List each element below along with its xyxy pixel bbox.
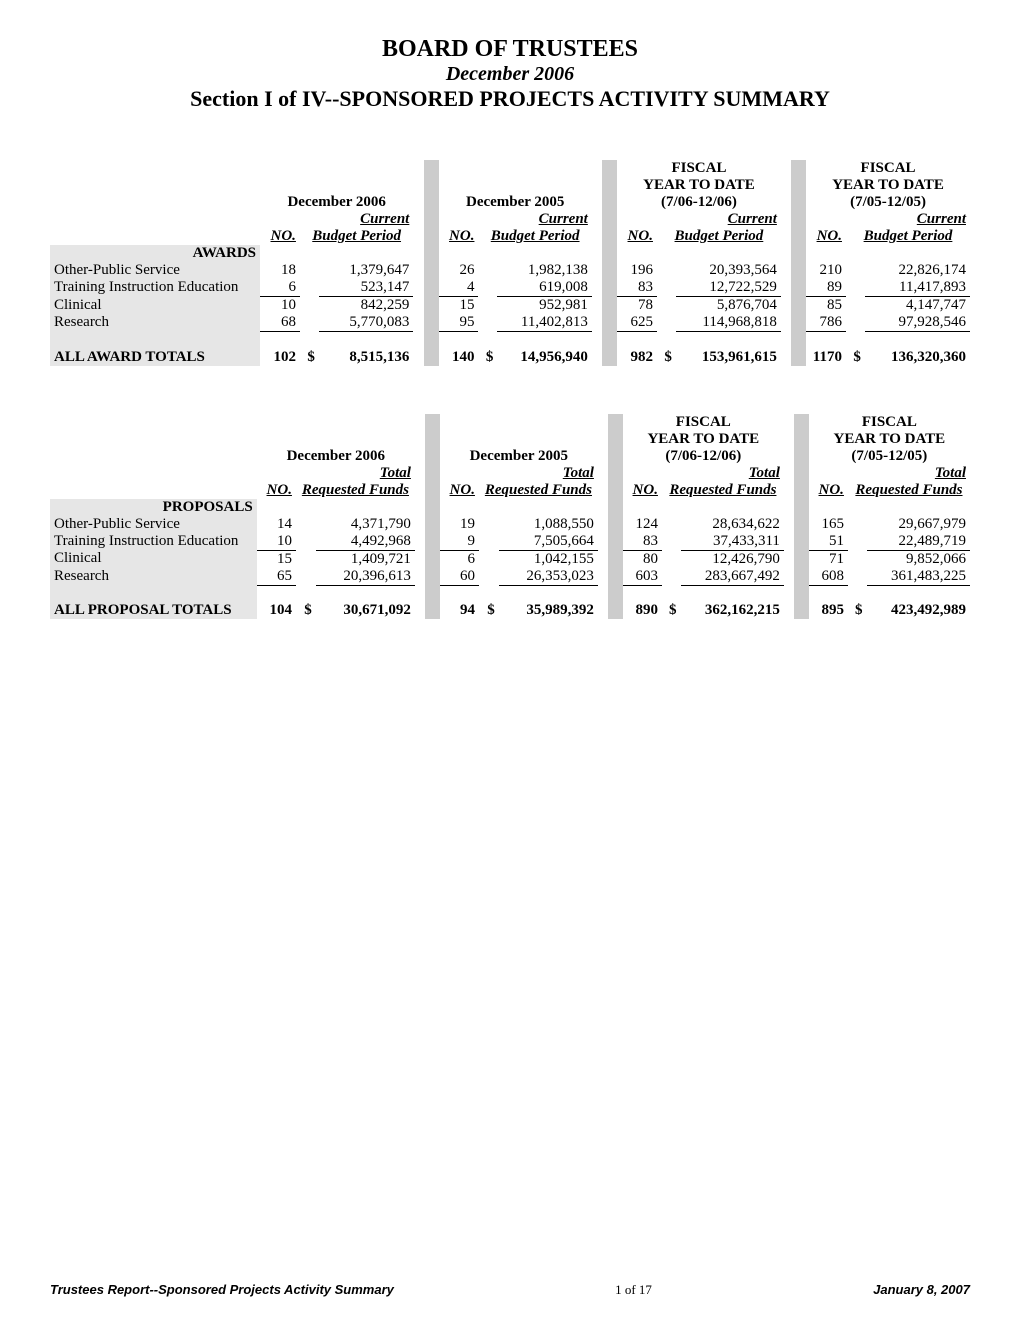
awards-total-label: ALL AWARD TOTALS (50, 349, 260, 366)
sublabel-4: Current (806, 211, 970, 228)
ytd-label-4: YEAR TO DATE (806, 177, 970, 194)
no-hdr-4: NO. (806, 228, 846, 245)
proposals-total-row: ALL PROPOSAL TOTALS 104 $ 30,671,092 94 … (50, 602, 970, 619)
period-2: December 2005 (439, 194, 592, 211)
table-row: Clinical 151,409,721 61,042,155 8012,426… (50, 550, 970, 568)
proposals-super-header-2: YEAR TO DATE YEAR TO DATE (50, 431, 970, 448)
sublabel-2: Current (439, 211, 592, 228)
title-line-2: December 2006 (50, 63, 970, 86)
row-label: Training Instruction Education (50, 279, 260, 297)
page: BOARD OF TRUSTEES December 2006 Section … (0, 0, 1020, 619)
row-label: Other-Public Service (50, 262, 260, 279)
footer-center: 1 of 17 (615, 1282, 652, 1298)
table-row: Clinical 10842,259 15952,981 785,876,704… (50, 297, 970, 315)
proposals-table: FISCAL FISCAL YEAR TO DATE YEAR TO DATE … (50, 414, 970, 620)
proposals-period-row: December 2006 December 2005 (7/06-12/06)… (50, 448, 970, 465)
period-3: (7/06-12/06) (617, 194, 781, 211)
awards-table: FISCAL FISCAL YEAR TO DATE YEAR TO DATE … (50, 160, 970, 366)
awards-section-label: AWARDS (50, 245, 260, 262)
footer-right: January 8, 2007 (873, 1282, 970, 1298)
title-line-3: Section I of IV--SPONSORED PROJECTS ACTI… (50, 86, 970, 112)
awards-colheader-row: NO. Budget Period NO. Budget Period NO. … (50, 228, 970, 245)
row-label: Clinical (50, 297, 260, 315)
footer-left: Trustees Report--Sponsored Projects Acti… (50, 1282, 394, 1298)
table-row: Other-Public Service 144,371,790 191,088… (50, 516, 970, 533)
proposals-total-label: ALL PROPOSAL TOTALS (50, 602, 257, 619)
proposals-super-header-1: FISCAL FISCAL (50, 414, 970, 431)
period-4: (7/05-12/05) (806, 194, 970, 211)
fiscal-label-3: FISCAL (617, 160, 781, 177)
amt-hdr-2: Budget Period (478, 228, 591, 245)
awards-super-header-2: YEAR TO DATE YEAR TO DATE (50, 177, 970, 194)
sublabel-3: Current (617, 211, 781, 228)
sublabel-1: Current (260, 211, 413, 228)
proposals-section-row: PROPOSALS (50, 499, 970, 516)
awards-period-row: December 2006 December 2005 (7/06-12/06)… (50, 194, 970, 211)
awards-section-row: AWARDS (50, 245, 970, 262)
amt-hdr-1: Budget Period (300, 228, 413, 245)
awards-super-header-1: FISCAL FISCAL (50, 160, 970, 177)
amt-hdr-4: Budget Period (846, 228, 970, 245)
title-block: BOARD OF TRUSTEES December 2006 Section … (50, 36, 970, 112)
proposals-section-label: PROPOSALS (50, 499, 257, 516)
awards-sublabel-row: Current Current Current Current (50, 211, 970, 228)
proposals-colheader-row: NO.Requested Funds NO.Requested Funds NO… (50, 482, 970, 499)
page-footer: Trustees Report--Sponsored Projects Acti… (50, 1282, 970, 1298)
proposals-sublabel-row: Total Total Total Total (50, 465, 970, 482)
table-row: Training Instruction Education 104,492,9… (50, 533, 970, 551)
ytd-label-3: YEAR TO DATE (617, 177, 781, 194)
amt-hdr-3: Budget Period (657, 228, 781, 245)
table-row: Training Instruction Education 6523,147 … (50, 279, 970, 297)
row-label: Research (50, 314, 260, 332)
awards-total-row: ALL AWARD TOTALS 102 $ 8,515,136 140 $ 1… (50, 349, 970, 366)
no-hdr-3: NO. (617, 228, 657, 245)
table-row: Research 685,770,083 9511,402,813 625114… (50, 314, 970, 332)
table-row: Other-Public Service 181,379,647 261,982… (50, 262, 970, 279)
table-row: Research 6520,396,613 6026,353,023 60328… (50, 568, 970, 586)
fiscal-label-4: FISCAL (806, 160, 970, 177)
no-hdr-1: NO. (260, 228, 300, 245)
no-hdr-2: NO. (439, 228, 479, 245)
period-1: December 2006 (260, 194, 413, 211)
title-line-1: BOARD OF TRUSTEES (50, 36, 970, 63)
